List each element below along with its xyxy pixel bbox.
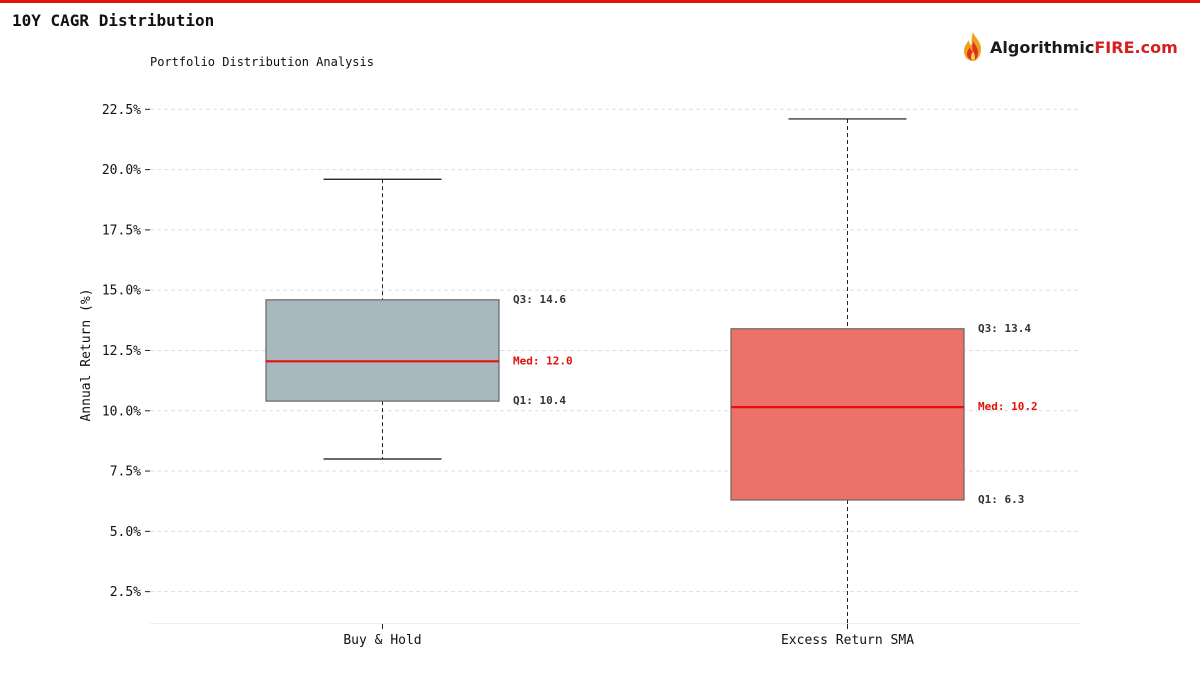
median-label: Med: 10.2 [978, 400, 1038, 413]
brand-text-fire: FIRE [1094, 37, 1135, 57]
y-tick-label: 17.5% [102, 223, 141, 238]
iqr-box [265, 299, 500, 402]
y-tick-label: 20.0% [102, 163, 141, 178]
page-title: 10Y CAGR Distribution [12, 11, 215, 30]
boxes: Q3: 14.6 Med: 12.0 Q1: 10.4 Q3: 13.4 Med: 10… [265, 118, 1038, 623]
y-tick-label: 5.0% [110, 525, 141, 540]
box-0: Q3: 14.6 Med: 12.0 Q1: 10.4 [265, 178, 573, 460]
median-label: Med: 12.0 [513, 354, 573, 367]
brand-logo: Algorithmic FIRE .com [960, 30, 1178, 64]
box-1: Q3: 13.4 Med: 10.2 Q1: 6.3 [730, 118, 1038, 623]
y-axis: 2.5% 5.0% 7.5% 10.0% 12.5% 15.0% 17.5% 20.0% 22.… [102, 103, 914, 648]
q3-label: Q3: 14.6 [513, 293, 566, 306]
flame-logo-icon [964, 32, 981, 61]
y-tick-label: 10.0% [102, 404, 141, 419]
iqr-box [730, 328, 965, 501]
x-tick-label: Excess Return SMA [781, 633, 914, 648]
q1-label: Q1: 10.4 [513, 394, 566, 407]
x-tick-label: Buy & Hold [343, 633, 421, 648]
q1-label: Q1: 6.3 [978, 493, 1024, 506]
y-tick-label: 7.5% [110, 465, 141, 480]
y-axis-label: Annual Return (%) [79, 288, 94, 421]
y-tick-label: 22.5% [102, 103, 141, 118]
y-tick-label: 12.5% [102, 344, 141, 359]
y-tick-label: 15.0% [102, 284, 141, 299]
chart-subtitle: Portfolio Distribution Analysis [150, 55, 374, 69]
brand-text-domain: .com [1134, 37, 1178, 57]
q3-label: Q3: 13.4 [978, 322, 1031, 335]
brand-text-algorithmic: Algorithmic [990, 37, 1095, 57]
top-accent-bar [0, 0, 1200, 3]
y-tick-label: 2.5% [110, 585, 141, 600]
